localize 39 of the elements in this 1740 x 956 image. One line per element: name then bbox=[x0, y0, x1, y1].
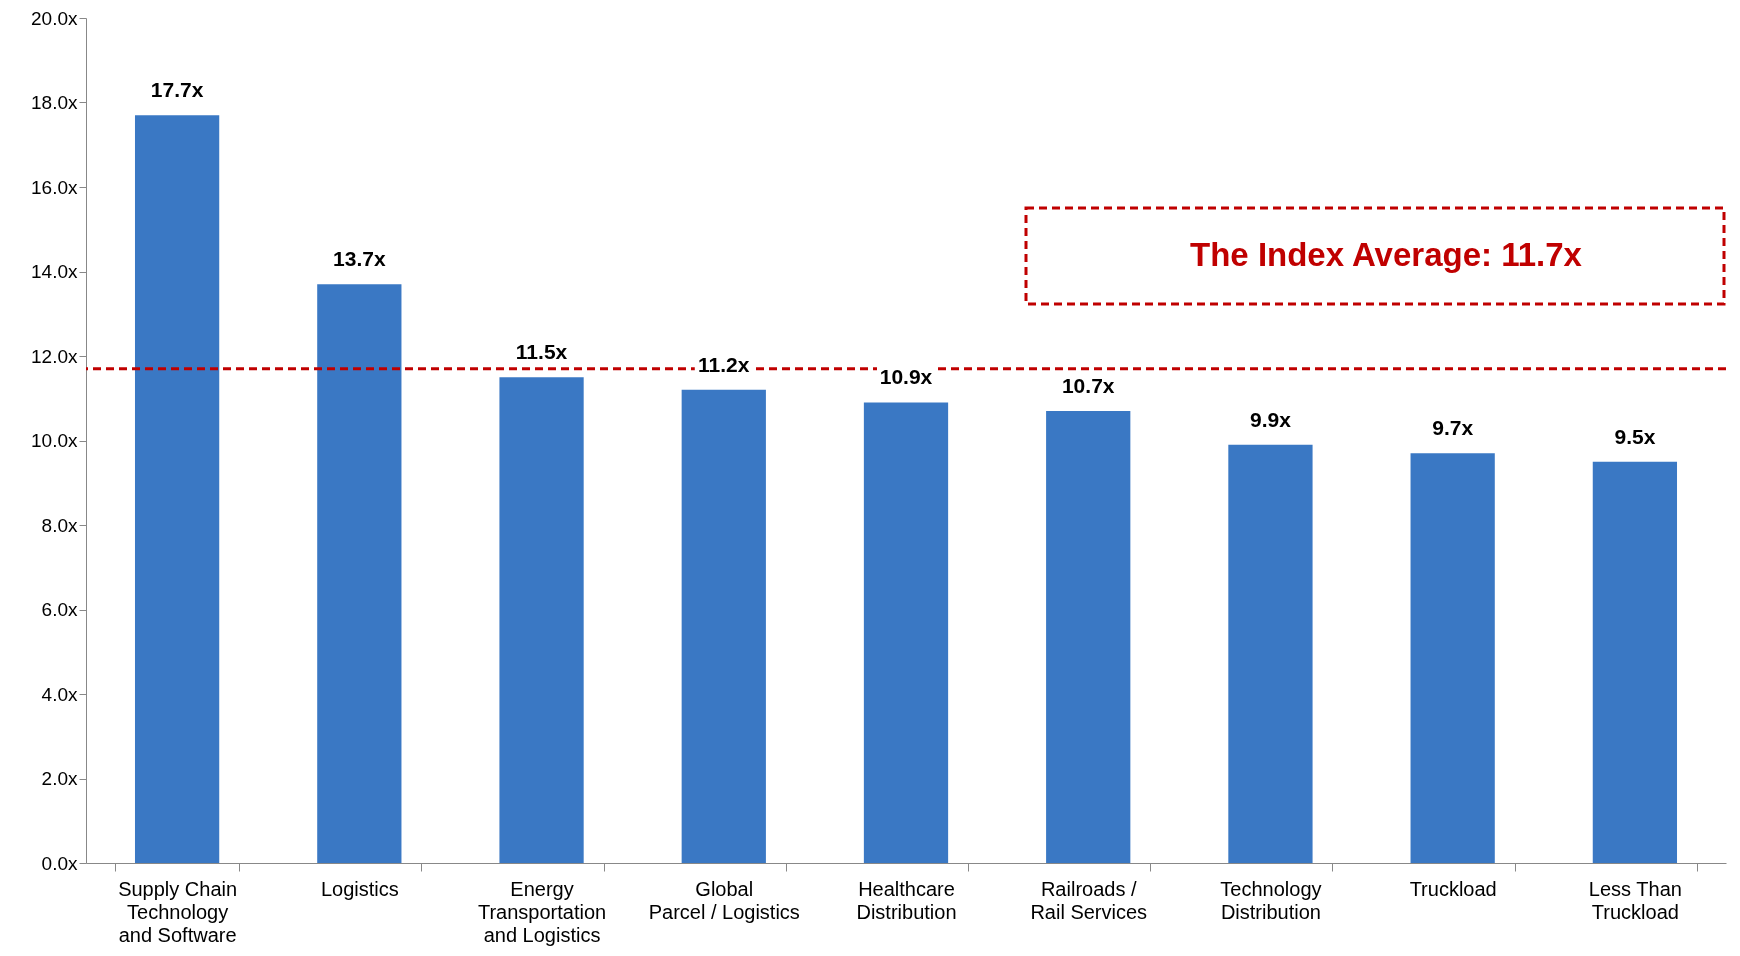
x-tick-label: Global Parcel / Logistics bbox=[648, 877, 800, 923]
y-tick-label: 18.0x bbox=[31, 92, 78, 113]
y-tick-label: 14.0x bbox=[31, 261, 78, 282]
bar bbox=[499, 377, 584, 863]
bar bbox=[1410, 453, 1495, 863]
y-tick-label: 16.0x bbox=[31, 176, 78, 198]
x-tick-label: Technology Distribution bbox=[1220, 877, 1322, 923]
bar bbox=[681, 389, 766, 863]
x-tick-label: Healthcare Distribution bbox=[856, 877, 957, 923]
x-tick-label: Less Than Truckload bbox=[1588, 877, 1682, 923]
bar bbox=[1228, 444, 1313, 863]
x-tick-label: Truckload bbox=[1409, 877, 1497, 900]
ref-line-label: The Index Average: 11.7x bbox=[1190, 236, 1583, 273]
y-tick-label: 10.0x bbox=[31, 430, 78, 451]
data-label: 11.5x bbox=[515, 340, 568, 364]
data-label: 9.7x bbox=[1432, 416, 1474, 440]
data-label: 17.7x bbox=[150, 78, 204, 102]
x-tick-label: Logistics bbox=[320, 877, 399, 900]
bar bbox=[317, 284, 402, 863]
y-tick-label: 8.0x bbox=[41, 514, 78, 536]
y-tick-label: 0.0x bbox=[41, 852, 78, 874]
y-tick-label: 2.0x bbox=[41, 768, 78, 789]
x-tick-label: Supply Chain Technology and Software bbox=[118, 877, 238, 946]
y-tick-label: 4.0x bbox=[41, 683, 78, 705]
y-tick-label: 6.0x bbox=[41, 599, 78, 620]
bar bbox=[1592, 461, 1678, 863]
y-tick-label: 20.0x bbox=[31, 7, 78, 29]
bar bbox=[134, 115, 220, 863]
data-label: 10.7x bbox=[1061, 373, 1115, 397]
x-tick-label: Energy Transportation and Logistics bbox=[477, 877, 607, 946]
data-label: 11.2x bbox=[698, 352, 750, 376]
data-label: 10.9x bbox=[879, 365, 933, 389]
data-label: 9.5x bbox=[1614, 424, 1656, 448]
bar bbox=[1046, 410, 1131, 863]
bar bbox=[863, 402, 949, 863]
x-tick-label: Railroads / Rail Services bbox=[1030, 877, 1148, 923]
data-label: 9.9x bbox=[1250, 407, 1292, 431]
data-label: 13.7x bbox=[333, 247, 386, 271]
y-tick-label: 12.0x bbox=[31, 345, 78, 367]
